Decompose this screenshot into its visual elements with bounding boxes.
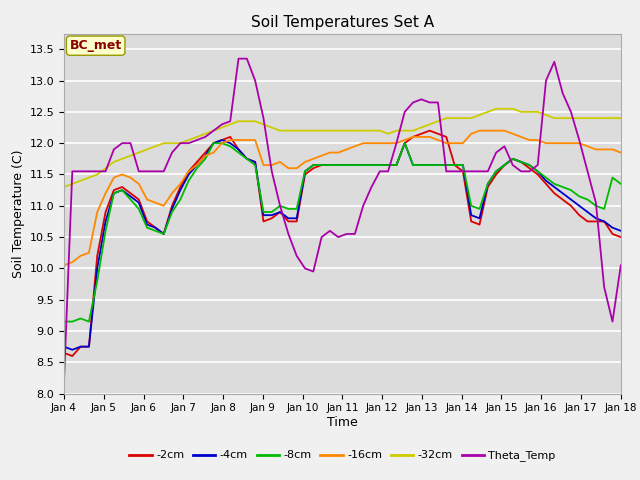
X-axis label: Time: Time [327, 416, 358, 429]
Title: Soil Temperatures Set A: Soil Temperatures Set A [251, 15, 434, 30]
Text: BC_met: BC_met [70, 39, 122, 52]
Legend: -2cm, -4cm, -8cm, -16cm, -32cm, Theta_Temp: -2cm, -4cm, -8cm, -16cm, -32cm, Theta_Te… [125, 446, 560, 466]
Y-axis label: Soil Temperature (C): Soil Temperature (C) [12, 149, 26, 278]
